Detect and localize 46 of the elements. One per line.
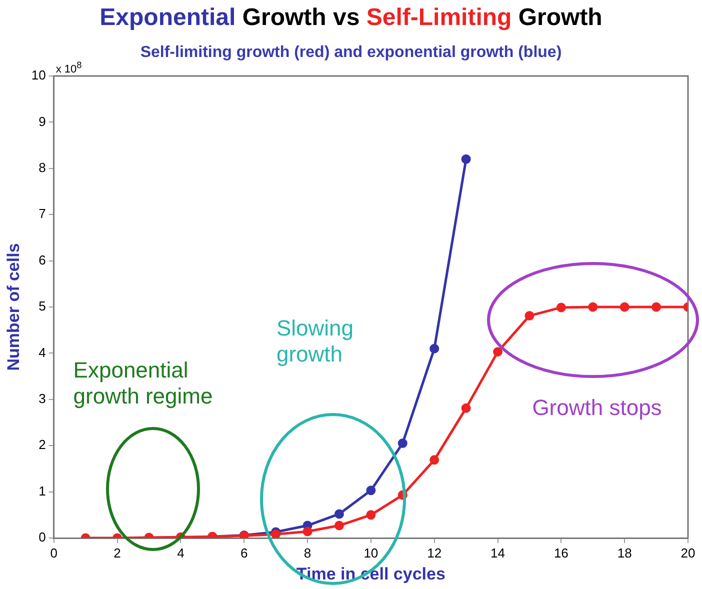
y-tick-label: 0	[38, 530, 46, 545]
x-tick-label: 0	[50, 545, 58, 560]
x-tick-label: 10	[364, 545, 378, 560]
x-tick-label: 4	[177, 545, 184, 560]
point	[430, 455, 440, 465]
x-tick-label: 14	[490, 545, 505, 560]
y-tick-label: 1	[38, 483, 46, 498]
y-tick-label: 5	[38, 298, 46, 314]
point	[271, 530, 281, 538]
y-tick-label: 2	[38, 437, 46, 452]
point	[302, 526, 312, 536]
point	[334, 520, 344, 530]
y-axis-title: Number of cells	[4, 243, 23, 371]
chart-subtitle: Self-limiting growth (red) and exponential growth (blue)	[140, 44, 562, 61]
x-tick-label: 16	[554, 545, 568, 560]
point	[588, 302, 598, 312]
point	[366, 510, 376, 520]
y-tick-label: 8	[38, 160, 46, 175]
y-tick-label: 6	[38, 252, 46, 268]
x-tick-label: 2	[114, 545, 121, 560]
point	[556, 302, 566, 312]
y-tick-label: 3	[38, 390, 46, 406]
annotation: Slowing growth	[276, 316, 354, 368]
annotation: Growth stops	[532, 394, 662, 422]
point	[366, 486, 376, 496]
point	[524, 311, 534, 321]
point	[620, 302, 630, 312]
y-tick-label: 7	[38, 206, 46, 222]
y-tick-label: 4	[38, 344, 46, 360]
annotation: Exponential growth regime	[73, 358, 213, 410]
point	[493, 347, 503, 357]
x-tick-label: 12	[427, 545, 442, 560]
point	[334, 509, 344, 519]
y-tick-label: 10	[31, 68, 46, 83]
point	[461, 403, 471, 413]
y-tick-label: 9	[38, 114, 46, 129]
x-tick-label: 6	[240, 545, 248, 560]
chart-title: Exponential Growth vs Self-Limiting Growth	[98, 4, 604, 32]
point	[398, 438, 408, 448]
point	[461, 154, 471, 164]
x-tick-label: 18	[617, 545, 632, 560]
text: x 10$^{8}$	[56, 60, 82, 76]
x-tick-label: 20	[680, 545, 696, 560]
point	[430, 344, 440, 354]
point	[652, 302, 662, 312]
x-tick-label: 8	[304, 545, 312, 560]
